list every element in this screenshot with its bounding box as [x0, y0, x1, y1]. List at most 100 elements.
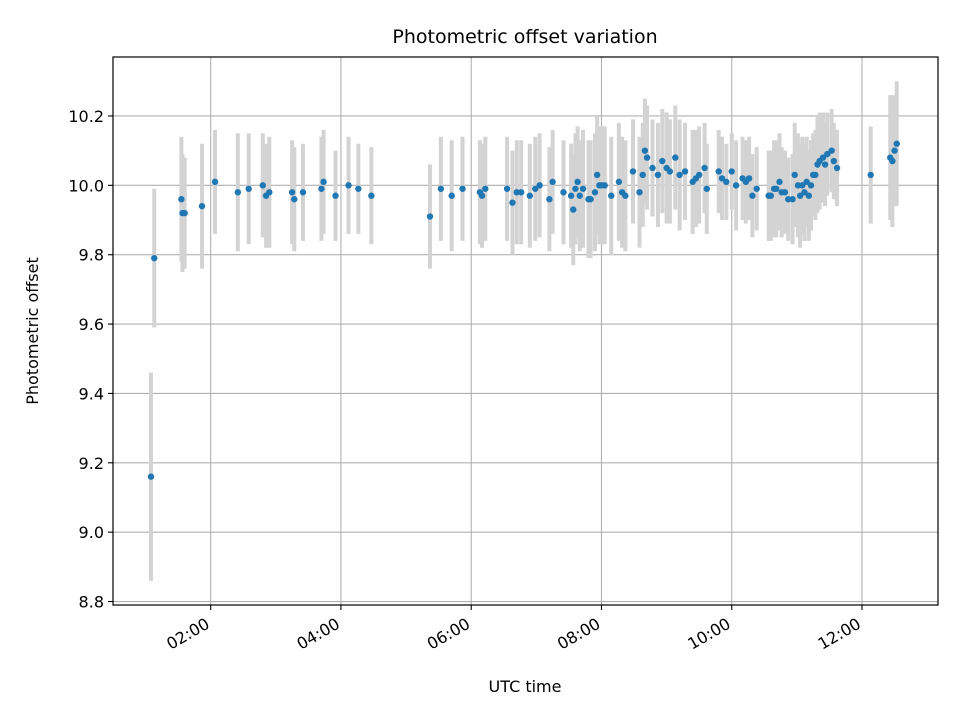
data-point	[579, 185, 587, 192]
y-tick-label: 9.2	[79, 454, 104, 473]
data-point	[629, 168, 637, 175]
data-point	[867, 171, 874, 179]
data-point	[266, 189, 273, 196]
data-point	[701, 164, 708, 172]
data-point	[799, 182, 806, 189]
data-point	[570, 206, 577, 213]
data-point	[503, 185, 511, 192]
data-points	[147, 140, 900, 480]
data-point	[587, 196, 594, 203]
data-point	[728, 168, 735, 175]
data-point	[234, 189, 242, 196]
data-point	[536, 182, 543, 189]
data-point	[659, 157, 666, 165]
data-point	[654, 171, 662, 179]
data-point	[622, 192, 629, 199]
data-point	[532, 185, 539, 192]
y-tick-label: 9.4	[79, 384, 104, 403]
data-point	[245, 185, 252, 192]
data-point	[549, 178, 556, 186]
data-point	[636, 189, 643, 196]
data-point	[448, 192, 455, 199]
data-point	[291, 196, 298, 203]
data-point	[318, 185, 325, 192]
data-point	[821, 161, 829, 168]
y-tick-label: 9.8	[79, 246, 104, 265]
data-point	[807, 182, 815, 189]
y-tick-label: 10.2	[68, 107, 104, 126]
data-point	[576, 192, 583, 199]
data-point	[345, 182, 352, 189]
data-point	[181, 209, 188, 217]
data-point	[891, 147, 898, 154]
data-point	[259, 182, 267, 189]
data-point	[178, 196, 185, 203]
data-point	[639, 171, 646, 179]
data-point	[703, 185, 710, 192]
data-point	[767, 192, 775, 199]
data-point	[776, 178, 783, 186]
data-point	[695, 171, 703, 179]
data-point	[288, 189, 296, 196]
data-point	[796, 192, 804, 199]
data-point	[574, 178, 581, 186]
data-point	[615, 178, 623, 186]
data-point	[426, 213, 434, 220]
data-point	[517, 189, 525, 196]
data-point	[723, 178, 730, 186]
data-point	[753, 185, 760, 192]
data-point	[781, 189, 789, 196]
data-point	[601, 182, 608, 189]
data-point	[801, 189, 808, 196]
data-point	[830, 157, 837, 165]
data-point	[332, 192, 339, 199]
data-point	[355, 185, 362, 192]
data-point	[649, 164, 656, 172]
data-point	[643, 154, 651, 161]
data-point	[745, 175, 753, 182]
x-axis-label: UTC time	[489, 677, 562, 696]
data-point	[805, 192, 813, 199]
y-tick-label: 9.6	[79, 315, 104, 334]
data-point	[803, 178, 810, 186]
data-point	[368, 192, 375, 199]
data-point	[147, 473, 155, 480]
data-point	[546, 196, 553, 203]
data-point	[715, 168, 722, 175]
data-point	[482, 185, 489, 192]
data-point	[833, 164, 841, 172]
data-point	[526, 192, 534, 199]
data-point	[672, 154, 679, 161]
y-tick-label: 9.0	[79, 523, 104, 542]
data-point	[437, 185, 445, 192]
y-axis-ticks: 8.8 9.0 9.2 9.4 9.6 9.8 10.0 10.2	[68, 107, 113, 612]
data-point	[718, 175, 726, 182]
data-point	[732, 182, 740, 189]
data-point	[749, 192, 756, 199]
data-point	[789, 196, 796, 203]
data-point	[773, 185, 780, 192]
y-tick-label: 10.0	[68, 176, 104, 195]
plot-frame	[112, 56, 939, 606]
data-point	[819, 154, 827, 161]
data-point	[681, 168, 689, 175]
data-point	[591, 189, 599, 196]
data-point	[198, 202, 206, 210]
data-point	[828, 147, 835, 154]
data-point	[889, 157, 896, 165]
data-point	[459, 185, 466, 192]
data-point	[608, 192, 615, 199]
data-point	[211, 178, 219, 186]
y-tick-label: 8.8	[79, 593, 104, 612]
data-point	[567, 192, 575, 199]
data-point	[676, 171, 683, 179]
data-point	[509, 199, 516, 206]
data-point	[560, 189, 567, 196]
data-point	[299, 189, 307, 196]
data-point	[824, 150, 831, 158]
data-point	[666, 168, 674, 175]
data-point	[478, 192, 486, 199]
data-point	[791, 171, 798, 179]
